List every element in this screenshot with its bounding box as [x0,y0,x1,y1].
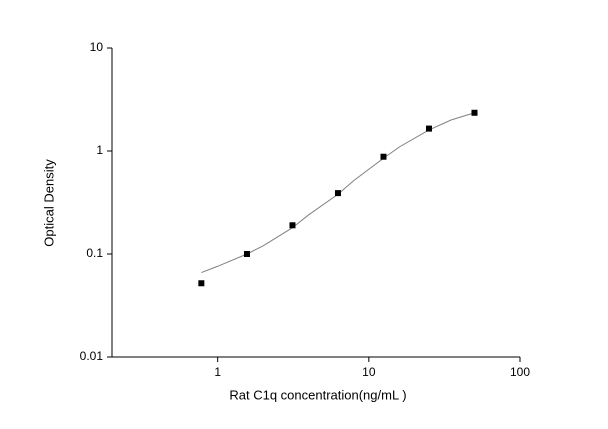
y-tick-label: 1 [96,143,103,157]
y-tick-label: 0.01 [80,349,104,363]
data-point [289,222,296,229]
x-tick-label: 10 [362,365,376,379]
y-tick-label: 0.1 [86,246,103,260]
x-tick-label: 100 [510,365,530,379]
data-point [334,190,341,197]
y-axis-label: Optical Density [41,159,56,247]
y-tick-label: 10 [90,40,104,54]
data-point [243,251,250,257]
x-axis-label: Rat C1q concentration(ng/mL ) [229,387,406,402]
x-tick-label: 1 [214,365,221,379]
data-point [425,125,432,132]
data-point [380,153,387,160]
data-point [198,280,205,287]
data-point [471,109,478,116]
